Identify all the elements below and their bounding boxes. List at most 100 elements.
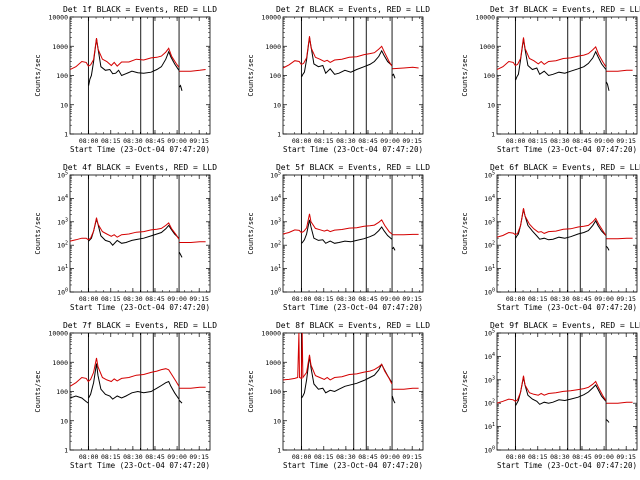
y-tick-label: 101 (484, 422, 495, 431)
y-tick-label: 105 (270, 171, 281, 180)
series-line-events (391, 395, 396, 404)
x-axis-label: Start Time (23-Oct-04 07:47:20) (497, 303, 637, 312)
x-tick-label: 09:00 (594, 453, 614, 461)
y-tick-label: 101 (270, 264, 281, 273)
x-tick-label: 09:00 (380, 453, 400, 461)
x-tick-label: 09:15 (616, 137, 636, 145)
panel-title: Det 3f BLACK = Events, RED = LLD (490, 5, 640, 14)
series-line-lld (179, 69, 206, 72)
y-tick-label: 105 (57, 171, 68, 180)
x-tick-label: 09:15 (402, 137, 422, 145)
series-line-lld (283, 213, 393, 235)
y-tick-label: 104 (57, 194, 68, 203)
x-tick-label: 09:00 (167, 453, 187, 461)
panel-title: Det 4f BLACK = Events, RED = LLD (63, 163, 217, 172)
x-tick-label: 08:30 (123, 295, 143, 303)
y-tick-label: 100 (270, 288, 281, 297)
y-tick-label: 1 (277, 447, 281, 455)
series-line-events (88, 363, 180, 400)
y-tick-label: 10 (273, 417, 281, 425)
y-tick-label: 100 (269, 388, 281, 396)
y-tick-label: 100 (57, 288, 68, 297)
x-tick-label: 08:45 (572, 453, 592, 461)
x-tick-label: 08:30 (550, 295, 570, 303)
x-tick-label: 08:00 (292, 137, 312, 145)
y-tick-label: 10 (273, 101, 281, 109)
x-tick-label: 09:00 (167, 137, 187, 145)
x-tick-label: 08:30 (123, 137, 143, 145)
y-tick-label: 103 (270, 217, 281, 226)
panel-title: Det 1f BLACK = Events, RED = LLD (63, 5, 217, 14)
panel-title: Det 2f BLACK = Events, RED = LLD (276, 5, 430, 14)
x-tick-label: 09:15 (616, 295, 636, 303)
x-tick-label: 09:00 (167, 295, 187, 303)
y-axis-label: Counts/sec (247, 212, 255, 254)
x-axis-label: Start Time (23-Oct-04 07:47:20) (497, 145, 637, 154)
x-tick-label: 09:15 (189, 453, 209, 461)
x-tick-label: 08:45 (358, 453, 378, 461)
series-line-lld (283, 333, 393, 385)
y-axis-label: Counts/sec (247, 54, 255, 96)
x-tick-label: 08:15 (528, 295, 548, 303)
y-axis-label: Counts/sec (461, 212, 469, 254)
y-tick-label: 1000 (265, 359, 281, 367)
series-line-events (301, 219, 393, 244)
series-line-lld (392, 387, 419, 390)
x-axis-label: Start Time (23-Oct-04 07:47:20) (497, 461, 637, 470)
x-tick-label: 08:30 (336, 453, 356, 461)
x-tick-label: 08:30 (550, 453, 570, 461)
series-line-lld (497, 208, 607, 238)
y-tick-label: 100 (484, 288, 495, 297)
chart-panel-det-9: Det 9f BLACK = Events, RED = LLD 100 101 10… (461, 321, 640, 470)
y-tick-label: 105 (484, 329, 495, 338)
x-tick-label: 08:15 (314, 453, 334, 461)
x-tick-label: 08:00 (292, 295, 312, 303)
x-tick-label: 08:15 (101, 137, 121, 145)
series-line-events (391, 246, 396, 251)
x-tick-label: 08:00 (506, 295, 526, 303)
x-axis-label: Start Time (23-Oct-04 07:47:20) (70, 303, 210, 312)
y-tick-label: 100 (269, 72, 281, 80)
y-tick-label: 100 (56, 388, 68, 396)
series-line-lld (497, 375, 607, 404)
x-tick-label: 08:45 (145, 137, 165, 145)
x-tick-label: 08:30 (550, 137, 570, 145)
series-line-lld (497, 37, 607, 70)
y-tick-label: 10 (487, 101, 495, 109)
panel-title: Det 9f BLACK = Events, RED = LLD (490, 321, 640, 330)
y-axis-label: Counts/sec (461, 54, 469, 96)
x-axis-label: Start Time (23-Oct-04 07:47:20) (283, 461, 423, 470)
chart-panel-det-3: Det 3f BLACK = Events, RED = LLD 1 10 100 10… (461, 5, 640, 154)
y-tick-label: 1 (491, 131, 495, 139)
x-tick-label: 09:15 (189, 137, 209, 145)
x-tick-label: 08:15 (528, 453, 548, 461)
x-tick-label: 08:45 (572, 295, 592, 303)
y-tick-label: 105 (484, 171, 495, 180)
series-line-lld (179, 386, 206, 389)
panel-title: Det 6f BLACK = Events, RED = LLD (490, 163, 640, 172)
y-tick-label: 1000 (479, 43, 495, 51)
series-line-events (70, 395, 89, 404)
x-tick-label: 08:15 (101, 295, 121, 303)
panel-title: Det 8f BLACK = Events, RED = LLD (276, 321, 430, 330)
y-tick-label: 1000 (52, 43, 68, 51)
x-tick-label: 08:45 (572, 137, 592, 145)
x-axis-label: Start Time (23-Oct-04 07:47:20) (70, 145, 210, 154)
y-axis-label: Counts/sec (34, 54, 42, 96)
x-tick-label: 08:00 (506, 453, 526, 461)
x-axis-label: Start Time (23-Oct-04 07:47:20) (283, 145, 423, 154)
y-tick-label: 1 (277, 131, 281, 139)
x-tick-label: 08:00 (79, 453, 99, 461)
x-tick-label: 09:15 (189, 295, 209, 303)
y-tick-label: 101 (484, 264, 495, 273)
chart-panel-det-4: Det 4f BLACK = Events, RED = LLD 100 101 10… (34, 163, 217, 312)
x-tick-label: 08:15 (101, 453, 121, 461)
y-tick-label: 1 (64, 131, 68, 139)
x-tick-label: 09:15 (402, 295, 422, 303)
y-tick-label: 10 (60, 417, 68, 425)
y-tick-label: 10000 (261, 14, 281, 22)
y-tick-label: 1 (64, 447, 68, 455)
y-tick-label: 10000 (475, 14, 495, 22)
x-tick-label: 08:45 (145, 295, 165, 303)
x-tick-label: 08:00 (292, 453, 312, 461)
